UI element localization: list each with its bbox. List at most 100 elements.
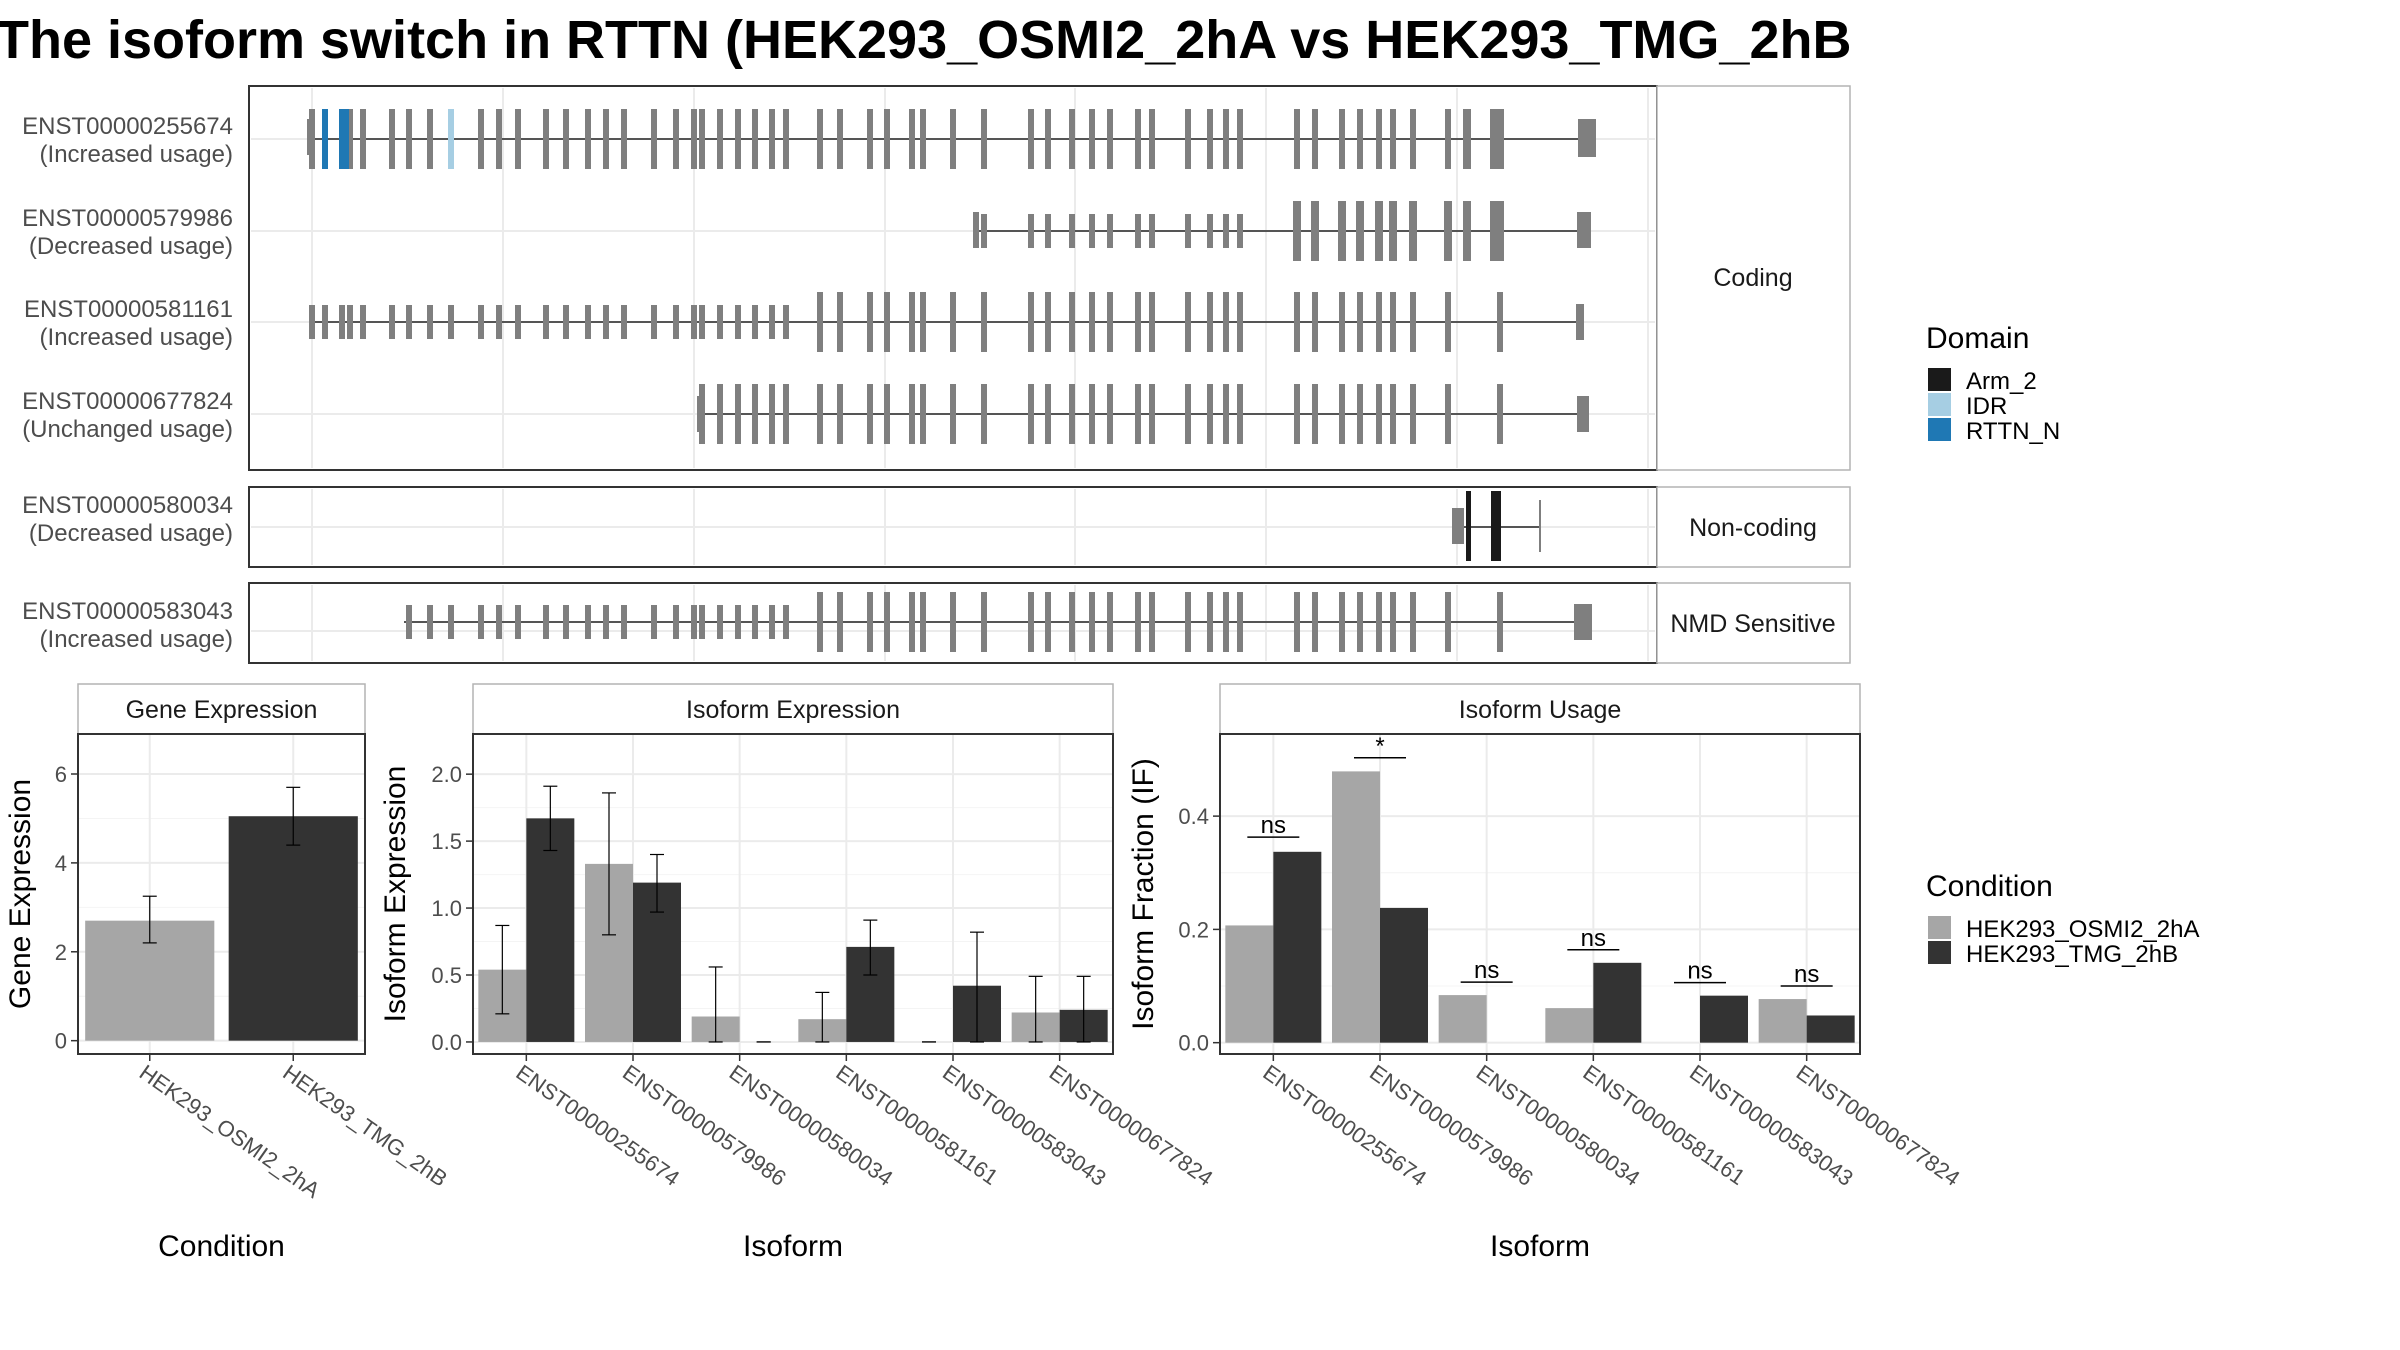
bar [1225, 925, 1274, 1043]
track-583043-exon [406, 605, 412, 639]
track-255674-exon [496, 109, 502, 169]
track-581161-utr [1576, 304, 1584, 340]
track-583043-exon [735, 605, 741, 639]
y-tick-label: 1.0 [431, 896, 462, 921]
track-581161-exon [920, 292, 926, 352]
track-581161-exon [837, 292, 843, 352]
track-677824-exon [981, 384, 987, 444]
track-581161-exon [817, 292, 823, 352]
x-axis-title: Condition [158, 1230, 285, 1263]
track-581161-exon [339, 305, 345, 339]
panel-border [1219, 733, 1861, 1055]
track-583043-exon [837, 592, 843, 652]
legend-label-cond-a: HEK293_OSMI2_2hA [1966, 916, 2199, 943]
track-583043-exon [1390, 592, 1396, 652]
track-581161-exon [735, 305, 741, 339]
track-581161-exon [543, 305, 549, 339]
track-583043-exon [1312, 592, 1318, 652]
track-255674-exon [837, 109, 843, 169]
track-677824-exon [1185, 384, 1191, 444]
track-583043-exon [427, 605, 433, 639]
track-581161-exon [309, 305, 315, 339]
track-581161-exon [717, 305, 723, 339]
track-677824-exon [1410, 384, 1416, 444]
track-583043-exon [1185, 592, 1191, 652]
track-579986-exon [1311, 201, 1319, 261]
track-583043-exon [1357, 592, 1363, 652]
bar [1380, 907, 1428, 1043]
track-255674-exon [1107, 109, 1113, 169]
track-677824-exon [1107, 384, 1113, 444]
legend-key-cond-a [1928, 916, 1951, 939]
y-tick-label: 0.4 [1178, 804, 1209, 829]
isoform-structure-panel: Coding Non-coding NMD Sensitive ENST0000… [22, 85, 1851, 664]
track-583043-exon [920, 592, 926, 652]
y-tick-label: 4 [55, 851, 67, 876]
track-677824-exon [1135, 384, 1141, 444]
panel-strip-title: Gene Expression [126, 696, 318, 724]
track-579986-exon [1496, 201, 1504, 261]
track-255674-exon [621, 109, 627, 169]
y-tick-label: 2.0 [431, 762, 462, 787]
domain-rttn-n [339, 109, 345, 169]
track-579986-exon [1149, 214, 1155, 248]
track-583043-exon [603, 605, 609, 639]
track-583043-exon [496, 605, 502, 639]
row-label-usage: (Increased usage) [40, 324, 233, 351]
y-axis-title: Isoform Fraction (IF) [1127, 758, 1160, 1030]
track-583043-exon [585, 605, 591, 639]
track-581161-exon [691, 305, 697, 339]
track-677824-exon [837, 384, 843, 444]
row-label-id: ENST00000583043 [22, 598, 233, 625]
track-581161-exon [1223, 292, 1229, 352]
track-583043-exon [783, 605, 789, 639]
track-677824-exon [920, 384, 926, 444]
panel-border [472, 733, 1114, 1055]
track-255674-utr [1578, 119, 1596, 157]
track-255674-exon [1312, 109, 1318, 169]
track-579986-exon [1237, 214, 1243, 248]
track-255674-exon [817, 109, 823, 169]
y-tick-label: 2 [55, 940, 67, 965]
track-579986-exon [1490, 201, 1498, 261]
domain-arm2 [1491, 491, 1501, 561]
row-label-usage: (Decreased usage) [29, 520, 233, 547]
track-677824-exon [1294, 384, 1300, 444]
track-581161-exon [1497, 292, 1503, 352]
strip-label-nmd: NMD Sensitive [1670, 610, 1835, 638]
track-583043-exon [884, 592, 890, 652]
track-581161-exon [427, 305, 433, 339]
track-677824-exon [1339, 384, 1345, 444]
row-label-id: ENST00000581161 [24, 296, 233, 323]
track-579986-exon [1338, 201, 1346, 261]
bar [1273, 851, 1322, 1043]
track-583043-exon [867, 592, 873, 652]
track-579986-exon [1463, 201, 1471, 261]
track-255674-exon [1223, 109, 1229, 169]
track-579986-exon [1207, 214, 1213, 248]
track-677824-exon [752, 384, 758, 444]
track-581161-exon [1339, 292, 1345, 352]
row-label-usage: (Increased usage) [40, 626, 233, 653]
row-label-id: ENST00000255674 [22, 113, 233, 140]
track-583043-exon [1107, 592, 1113, 652]
track-677824-exon [1376, 384, 1382, 444]
track-581161-exon [1045, 292, 1051, 352]
y-tick-label: 6 [55, 762, 67, 787]
track-579986-exon [1223, 214, 1229, 248]
track-255674-exon [1294, 109, 1300, 169]
track-583043-exon [1445, 592, 1451, 652]
track-579986-exon [981, 214, 987, 248]
y-tick-label: 0.0 [1178, 1031, 1209, 1056]
plot-area [473, 734, 1113, 1054]
track-581161-exon [699, 305, 705, 339]
track-581161-exon [867, 292, 873, 352]
panel-strip [472, 683, 1114, 735]
track-581161-exon [1185, 292, 1191, 352]
track-581161-exon [478, 305, 484, 339]
track-583043-exon [817, 592, 823, 652]
x-axis-title: Isoform [1490, 1230, 1590, 1263]
track-677824-exon [950, 384, 956, 444]
domain-idr [448, 109, 454, 169]
track-255674-exon [981, 109, 987, 169]
